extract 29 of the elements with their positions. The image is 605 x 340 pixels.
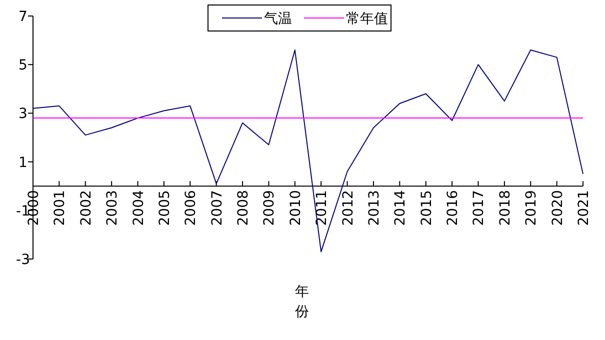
x-tick-label: 2011 [314, 190, 330, 226]
y-tick-label: 5 [18, 58, 28, 74]
x-tick-label: 2007 [209, 190, 226, 226]
y-tick-label: 3 [18, 106, 28, 122]
x-tick-label: 2013 [366, 190, 382, 226]
x-tick-label: 2018 [497, 190, 514, 226]
x-tick-label: 2009 [262, 190, 278, 226]
x-tick-label: 2010 [288, 190, 304, 226]
x-tick-label: 2008 [236, 190, 252, 226]
legend-label: 常年值 [346, 11, 388, 27]
x-tick-label: 2012 [340, 190, 356, 226]
x-axis-title: 年份 [295, 284, 309, 320]
x-tick-label: 2016 [445, 190, 462, 226]
x-tick-label: 2021 [576, 190, 592, 226]
y-tick-label: 1 [18, 154, 28, 171]
x-tick-label: 2014 [392, 190, 409, 226]
x-tick-label: 2004 [130, 190, 147, 226]
y-tick-label: 7 [18, 9, 28, 25]
x-tick-label: 2003 [104, 190, 121, 226]
x-tick-label: 2015 [418, 190, 435, 226]
y-tick-label: -3 [16, 252, 30, 268]
x-tick-label: 2017 [471, 190, 488, 226]
x-tick-label: 2019 [524, 190, 540, 226]
x-tick-label: 2020 [550, 190, 566, 226]
x-tick-label: 2002 [78, 190, 94, 226]
x-tick-label: 2005 [156, 190, 173, 226]
x-tick-label: 2001 [52, 190, 68, 226]
x-tick-label: 2006 [183, 190, 200, 226]
legend-label: 气温 [264, 11, 292, 27]
